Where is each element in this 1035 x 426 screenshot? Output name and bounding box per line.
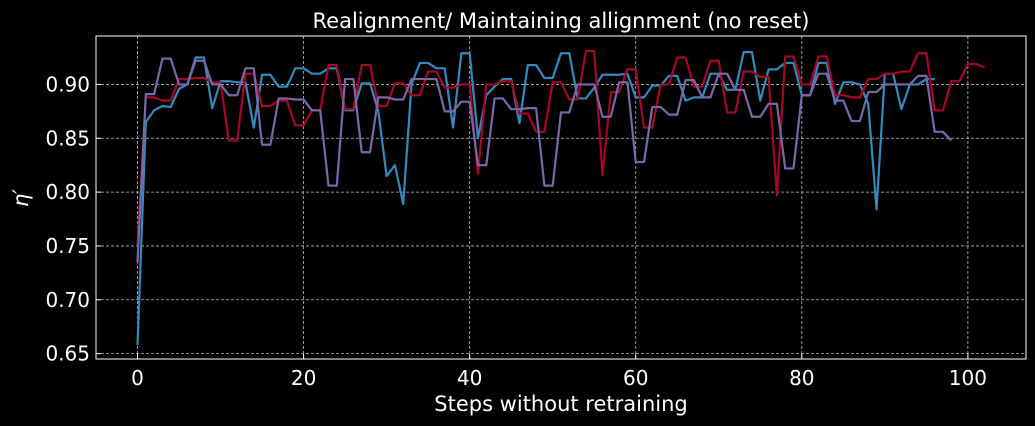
y-axis-label: η′ [9,189,33,207]
series-line-3 [136,57,953,263]
x-tick-label: 40 [457,366,482,390]
ticks: 0 20 40 60 80 100 0.65 0.70 0.75 0.80 0.85 0.90 [45,72,987,390]
y-tick-label: 0.90 [45,72,90,96]
y-tick-label: 0.85 [45,126,90,150]
x-axis-label: Steps without retraining [434,392,688,416]
y-tick-label: 0.70 [45,288,90,312]
y-tick-label: 0.80 [45,180,90,204]
y-tick-label: 0.65 [45,342,90,366]
x-tick-label: 60 [623,366,648,390]
x-tick-label: 80 [789,366,814,390]
plot-frame [95,35,1027,360]
x-tick-label: 0 [131,366,144,390]
x-tick-label: 100 [949,366,987,390]
chart-title: Realignment/ Maintaining allignment (no … [313,9,810,33]
x-tick-label: 20 [291,366,316,390]
grid [96,36,1026,359]
series-lines [136,49,985,346]
y-tick-label: 0.75 [45,234,90,258]
